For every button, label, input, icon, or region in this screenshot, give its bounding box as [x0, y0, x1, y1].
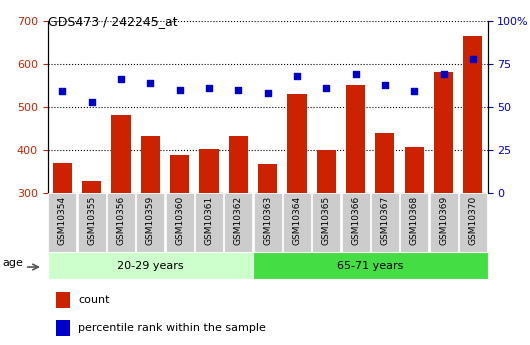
Point: [87, 99, 96, 105]
Point: [117, 77, 125, 82]
Bar: [341, 193, 370, 252]
Text: GSM10369: GSM10369: [439, 196, 448, 245]
Text: percentile rank within the sample: percentile rank within the sample: [78, 323, 267, 333]
Bar: [287, 94, 306, 193]
Bar: [258, 164, 277, 193]
Bar: [107, 193, 135, 252]
Bar: [253, 193, 282, 252]
Text: GSM10360: GSM10360: [175, 196, 184, 245]
Point: [205, 85, 213, 91]
Text: 65-71 years: 65-71 years: [337, 261, 403, 270]
Bar: [199, 149, 218, 193]
Bar: [253, 252, 488, 279]
Bar: [317, 150, 336, 193]
Point: [175, 87, 184, 92]
Bar: [283, 193, 311, 252]
Bar: [48, 252, 253, 279]
Bar: [53, 163, 72, 193]
Bar: [459, 193, 487, 252]
Point: [263, 90, 272, 96]
Bar: [346, 86, 365, 193]
Text: GSM10359: GSM10359: [146, 196, 155, 245]
Text: GSM10361: GSM10361: [205, 196, 214, 245]
Bar: [371, 193, 399, 252]
Point: [439, 71, 448, 77]
Text: 20-29 years: 20-29 years: [117, 261, 184, 270]
Text: GSM10367: GSM10367: [381, 196, 390, 245]
Bar: [375, 133, 394, 193]
Point: [351, 71, 360, 77]
Bar: [141, 136, 160, 193]
Bar: [77, 193, 106, 252]
Text: GSM10354: GSM10354: [58, 196, 67, 245]
Bar: [463, 36, 482, 193]
Text: GSM10356: GSM10356: [117, 196, 126, 245]
Bar: [312, 193, 340, 252]
Text: GSM10366: GSM10366: [351, 196, 360, 245]
Bar: [82, 181, 101, 193]
Text: GSM10364: GSM10364: [293, 196, 302, 245]
Bar: [434, 72, 453, 193]
Bar: [111, 115, 130, 193]
Text: count: count: [78, 295, 110, 305]
Bar: [400, 193, 428, 252]
Text: GSM10370: GSM10370: [469, 196, 478, 245]
Point: [146, 80, 155, 86]
Text: GSM10362: GSM10362: [234, 196, 243, 245]
Point: [293, 73, 301, 79]
Point: [381, 82, 389, 87]
Bar: [195, 193, 223, 252]
Bar: [405, 147, 424, 193]
Bar: [57, 292, 69, 308]
Text: GDS473 / 242245_at: GDS473 / 242245_at: [48, 16, 178, 29]
Text: GSM10355: GSM10355: [87, 196, 96, 245]
Point: [58, 89, 67, 94]
Bar: [136, 193, 164, 252]
Point: [234, 87, 243, 92]
Bar: [170, 155, 189, 193]
Point: [322, 85, 331, 91]
Text: GSM10368: GSM10368: [410, 196, 419, 245]
Bar: [429, 193, 458, 252]
Bar: [57, 320, 69, 336]
Bar: [229, 136, 248, 193]
Text: age: age: [2, 258, 23, 268]
Bar: [48, 193, 76, 252]
Bar: [165, 193, 194, 252]
Text: GSM10363: GSM10363: [263, 196, 272, 245]
Point: [410, 89, 419, 94]
Bar: [224, 193, 252, 252]
Text: GSM10365: GSM10365: [322, 196, 331, 245]
Point: [469, 56, 477, 61]
